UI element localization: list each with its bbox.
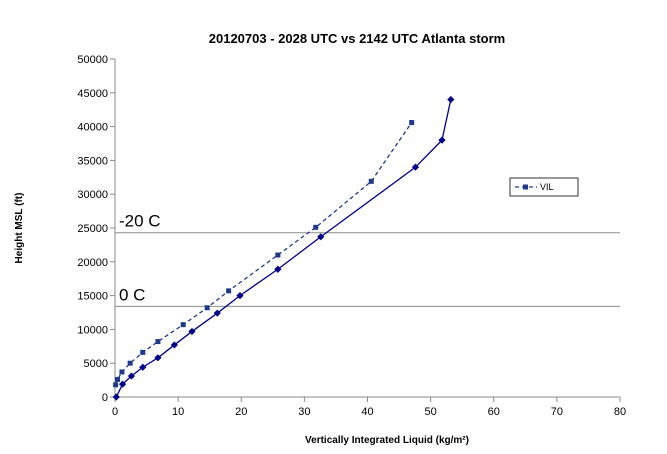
chart-title: 20120703 - 2028 UTC vs 2142 UTC Atlanta … — [209, 31, 506, 46]
data-point-square — [368, 178, 374, 184]
y-tick-label: 5000 — [84, 358, 108, 370]
data-point-diamond — [139, 363, 147, 371]
x-axis-title: Vertically Integrated Liquid (kg/m²) — [305, 435, 469, 446]
data-point-square — [127, 360, 133, 366]
y-tick-label: 10000 — [77, 324, 108, 336]
data-point-square — [226, 288, 232, 294]
data-point-diamond — [438, 136, 446, 144]
data-point-diamond — [170, 341, 178, 349]
plot-area: 0 5000 10000 15000 20000 25000 30000 35000 40000… — [77, 54, 626, 418]
data-point-square — [204, 305, 210, 311]
x-tick-label: 30 — [298, 406, 310, 418]
x-tick-label: 0 — [112, 406, 118, 418]
data-point-square — [155, 339, 161, 345]
x-tick-label: 10 — [172, 406, 184, 418]
data-point-diamond — [112, 393, 120, 401]
data-point-diamond — [188, 327, 196, 336]
data-point-diamond — [447, 95, 455, 104]
y-tick-label: 20000 — [77, 257, 108, 269]
y-tick-label: 40000 — [77, 122, 108, 134]
x-tick-label: 70 — [551, 406, 563, 418]
data-point-diamond — [317, 233, 325, 241]
x-tick-label: 20 — [235, 406, 247, 418]
y-tick-label: 45000 — [77, 88, 108, 100]
legend-label: VIL — [540, 182, 554, 192]
y-tick-label: 15000 — [77, 291, 108, 303]
data-point-diamond — [274, 265, 282, 273]
y-axis-title: Height MSL (ft) — [14, 193, 25, 264]
data-point-square — [313, 224, 319, 230]
x-tick-label: 40 — [361, 406, 373, 418]
legend-marker — [523, 184, 528, 190]
y-tick-label: 30000 — [77, 189, 108, 201]
y-tick-label: 50000 — [77, 54, 108, 66]
data-point-diamond — [411, 163, 420, 171]
data-point-diamond — [213, 309, 221, 317]
data-point-square — [119, 369, 125, 375]
data-point-diamond — [154, 354, 162, 362]
series-line-1 — [115, 122, 413, 386]
y-tick-label: 25000 — [77, 223, 108, 235]
data-point-square — [275, 252, 281, 258]
data-point-square — [180, 322, 186, 328]
data-point-square — [140, 349, 146, 355]
reference-line-label: -20 C — [119, 212, 161, 231]
legend-box — [509, 177, 579, 197]
data-point-square — [113, 382, 119, 388]
x-tick-label: 80 — [614, 406, 626, 418]
y-tick-label: 35000 — [77, 155, 108, 167]
y-tick-label: 0 — [102, 392, 108, 404]
x-tick-label: 50 — [425, 406, 437, 418]
data-point-square — [115, 376, 121, 382]
data-point-square — [409, 120, 415, 126]
data-point-diamond — [236, 292, 244, 300]
reference-line-label: 0 C — [119, 285, 145, 304]
data-point-diamond — [118, 380, 127, 388]
x-tick-label: 60 — [488, 406, 500, 418]
data-point-diamond — [127, 372, 136, 380]
series-line-2 — [115, 99, 452, 398]
